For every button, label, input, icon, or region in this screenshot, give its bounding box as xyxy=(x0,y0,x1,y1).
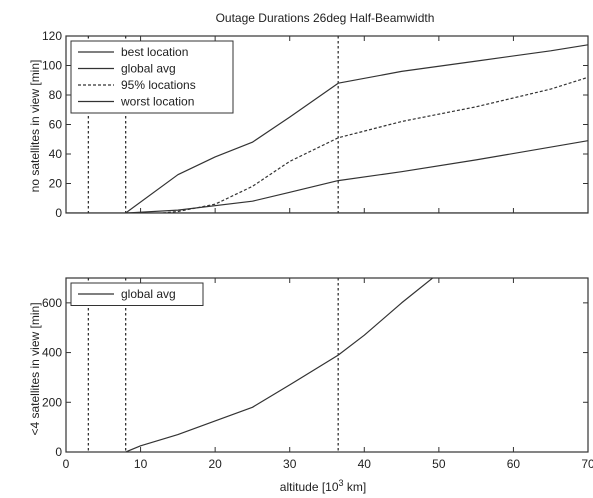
y-tick-label: 400 xyxy=(42,346,62,360)
series-group xyxy=(66,44,588,213)
x-tick-label: 10 xyxy=(134,457,148,471)
x-tick-label: 70 xyxy=(581,457,593,471)
legend-box xyxy=(70,282,204,306)
series-line xyxy=(162,76,588,213)
series-line xyxy=(125,44,588,213)
y-tick-label: 40 xyxy=(49,147,63,161)
legend-entry: global avg xyxy=(121,287,176,301)
x-tick-label: 20 xyxy=(208,457,222,471)
series-group xyxy=(125,278,434,452)
x-tick-label: 40 xyxy=(358,457,372,471)
x-axis-label-superscript: 3 xyxy=(339,478,344,488)
y-tick-label: 100 xyxy=(42,59,62,73)
y-tick-label: 120 xyxy=(42,29,62,43)
x-axis-label: altitude [103 km] xyxy=(280,478,366,494)
y-tick-label: 600 xyxy=(42,296,62,310)
legend-entry: global avg xyxy=(121,62,176,76)
x-tick-label: 60 xyxy=(507,457,521,471)
y-tick-label: 200 xyxy=(42,395,62,409)
legend: best location global avg 95% locations wors… xyxy=(70,40,234,114)
x-tick-label: 30 xyxy=(283,457,297,471)
y-tick-label: 60 xyxy=(49,118,63,132)
y-tick-label: 80 xyxy=(49,88,63,102)
legend-entry: worst location xyxy=(120,95,194,109)
legend-entry: 95% locations xyxy=(121,78,196,92)
y-tick-label: 20 xyxy=(49,177,63,191)
chart-title: Outage Durations 26deg Half-Beamwidth xyxy=(216,11,435,25)
legend-entry: best location xyxy=(121,45,188,59)
y-tick-label: 0 xyxy=(55,445,62,459)
y-tick-label: 0 xyxy=(55,206,62,220)
x-axis-label-unit: km] xyxy=(344,480,367,494)
x-tick-label: 50 xyxy=(432,457,446,471)
bottom-subplot: 0 10 20 30 40 50 60 70 0 200 400 600 global avg xyxy=(42,277,593,471)
x-tick-label: 0 xyxy=(63,457,70,471)
bottom-y-axis-label: <4 satellites in view [min] xyxy=(28,302,42,435)
series-line xyxy=(125,140,588,213)
top-subplot: 0 20 40 60 80 100 120 best location global avg 95… xyxy=(42,29,589,220)
legend: global avg xyxy=(70,282,204,306)
x-axis-label-main: altitude [10 xyxy=(280,480,339,494)
top-y-axis-label: no satellites in view [min] xyxy=(28,60,42,193)
plot-frame xyxy=(65,277,589,453)
series-line xyxy=(125,278,434,452)
